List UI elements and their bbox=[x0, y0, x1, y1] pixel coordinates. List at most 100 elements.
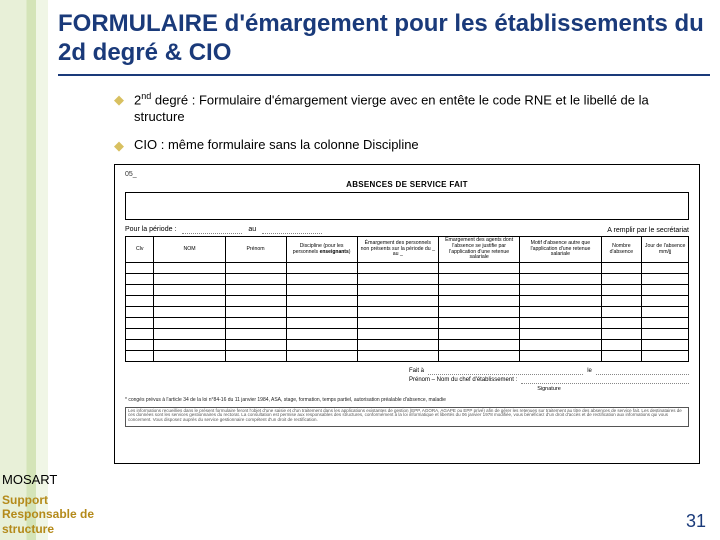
form-legal-box: Les informations recueillies dans le pré… bbox=[125, 407, 689, 427]
table-row bbox=[126, 296, 689, 307]
table-row bbox=[126, 274, 689, 285]
form-id-box bbox=[125, 192, 689, 220]
table-cell bbox=[286, 307, 357, 318]
table-cell bbox=[225, 296, 286, 307]
period-right-label: A remplir par le secrétariat bbox=[607, 227, 689, 234]
period-left: Pour la période : au bbox=[125, 226, 322, 234]
table-cell bbox=[520, 263, 601, 274]
sig-signature-label: Signature bbox=[409, 386, 689, 392]
table-cell bbox=[642, 285, 689, 296]
table-cell bbox=[126, 285, 154, 296]
sig-blank bbox=[521, 377, 689, 384]
table-cell bbox=[438, 263, 519, 274]
title-underline bbox=[58, 74, 710, 76]
table-row bbox=[126, 329, 689, 340]
table-cell bbox=[601, 340, 642, 351]
table-header-cell: Prénom bbox=[225, 237, 286, 263]
table-cell bbox=[225, 351, 286, 362]
table-cell bbox=[520, 296, 601, 307]
bullet-text: CIO : même formulaire sans la colonne Di… bbox=[134, 136, 419, 154]
table-header-cell: Jour de l'absence mm/jj bbox=[642, 237, 689, 263]
table-cell bbox=[601, 307, 642, 318]
table-cell bbox=[286, 296, 357, 307]
table-cell bbox=[225, 285, 286, 296]
table-cell bbox=[225, 340, 286, 351]
table-cell bbox=[642, 296, 689, 307]
bullet-list: ◆ 2nd degré : Formulaire d'émargement vi… bbox=[114, 90, 700, 154]
table-cell bbox=[642, 340, 689, 351]
table-cell bbox=[126, 263, 154, 274]
period-sep: au bbox=[248, 226, 256, 234]
table-cell bbox=[126, 318, 154, 329]
table-cell bbox=[225, 318, 286, 329]
table-header-cell: Clv bbox=[126, 237, 154, 263]
sig-blank bbox=[428, 368, 583, 375]
table-cell bbox=[154, 274, 225, 285]
table-cell bbox=[520, 351, 601, 362]
table-cell bbox=[357, 329, 438, 340]
table-cell bbox=[225, 329, 286, 340]
table-cell bbox=[357, 263, 438, 274]
page-title: FORMULAIRE d'émargement pour les établis… bbox=[58, 10, 710, 68]
table-cell bbox=[438, 340, 519, 351]
table-cell bbox=[126, 351, 154, 362]
period-blank bbox=[262, 226, 322, 234]
table-header-cell: NOM bbox=[154, 237, 225, 263]
table-cell bbox=[154, 340, 225, 351]
table-cell bbox=[642, 307, 689, 318]
table-row bbox=[126, 351, 689, 362]
bullet-text: 2nd degré : Formulaire d'émargement vier… bbox=[134, 90, 700, 126]
left-accent-stripe bbox=[0, 0, 48, 540]
table-cell bbox=[225, 274, 286, 285]
form-top-row: 05_ bbox=[125, 171, 689, 178]
table-cell bbox=[154, 329, 225, 340]
table-cell bbox=[642, 263, 689, 274]
table-cell bbox=[642, 329, 689, 340]
bullet-marker-icon: ◆ bbox=[114, 138, 124, 154]
table-cell bbox=[154, 318, 225, 329]
table-cell bbox=[438, 351, 519, 362]
table-cell bbox=[438, 285, 519, 296]
period-blank bbox=[182, 226, 242, 234]
brand-label: MOSART bbox=[2, 472, 122, 487]
table-cell bbox=[438, 329, 519, 340]
sig-le: le bbox=[587, 368, 592, 375]
table-cell bbox=[357, 274, 438, 285]
table-cell bbox=[126, 340, 154, 351]
table-row bbox=[126, 340, 689, 351]
table-cell bbox=[286, 274, 357, 285]
form-preview: 05_ ABSENCES DE SERVICE FAIT Pour la pér… bbox=[114, 164, 700, 464]
table-cell bbox=[357, 351, 438, 362]
table-cell bbox=[520, 274, 601, 285]
table-row bbox=[126, 318, 689, 329]
table-cell bbox=[601, 296, 642, 307]
sig-fait-a: Fait à bbox=[409, 368, 424, 375]
form-heading: ABSENCES DE SERVICE FAIT bbox=[125, 180, 689, 189]
table-cell bbox=[357, 340, 438, 351]
table-cell bbox=[438, 307, 519, 318]
table-cell bbox=[286, 263, 357, 274]
table-cell bbox=[520, 329, 601, 340]
table-cell bbox=[126, 329, 154, 340]
bullet-marker-icon: ◆ bbox=[114, 92, 124, 126]
table-cell bbox=[357, 307, 438, 318]
bullet-item: ◆ 2nd degré : Formulaire d'émargement vi… bbox=[114, 90, 700, 126]
table-cell bbox=[225, 307, 286, 318]
table-cell bbox=[225, 263, 286, 274]
table-header-row: ClvNOMPrénomDiscipline (pour les personn… bbox=[126, 237, 689, 263]
table-header-cell: Motif d'absence autre que l'application … bbox=[520, 237, 601, 263]
table-cell bbox=[601, 329, 642, 340]
table-header-cell: Discipline (pour les personnels enseigna… bbox=[286, 237, 357, 263]
table-cell bbox=[642, 274, 689, 285]
table-cell bbox=[154, 285, 225, 296]
table-cell bbox=[126, 307, 154, 318]
table-cell bbox=[286, 340, 357, 351]
page-number: 31 bbox=[686, 511, 706, 532]
form-table: ClvNOMPrénomDiscipline (pour les personn… bbox=[125, 236, 689, 362]
table-cell bbox=[286, 318, 357, 329]
table-row bbox=[126, 263, 689, 274]
table-cell bbox=[286, 329, 357, 340]
table-cell bbox=[642, 318, 689, 329]
form-footnote: * congés prévus à l'article 34 de la loi… bbox=[125, 398, 689, 404]
form-top-left: 05_ bbox=[125, 171, 137, 178]
